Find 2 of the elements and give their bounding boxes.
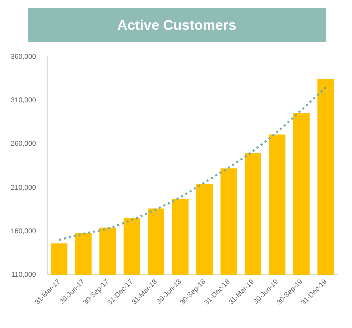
line-series: [58, 86, 327, 242]
chart-title: Active Customers: [28, 8, 326, 42]
